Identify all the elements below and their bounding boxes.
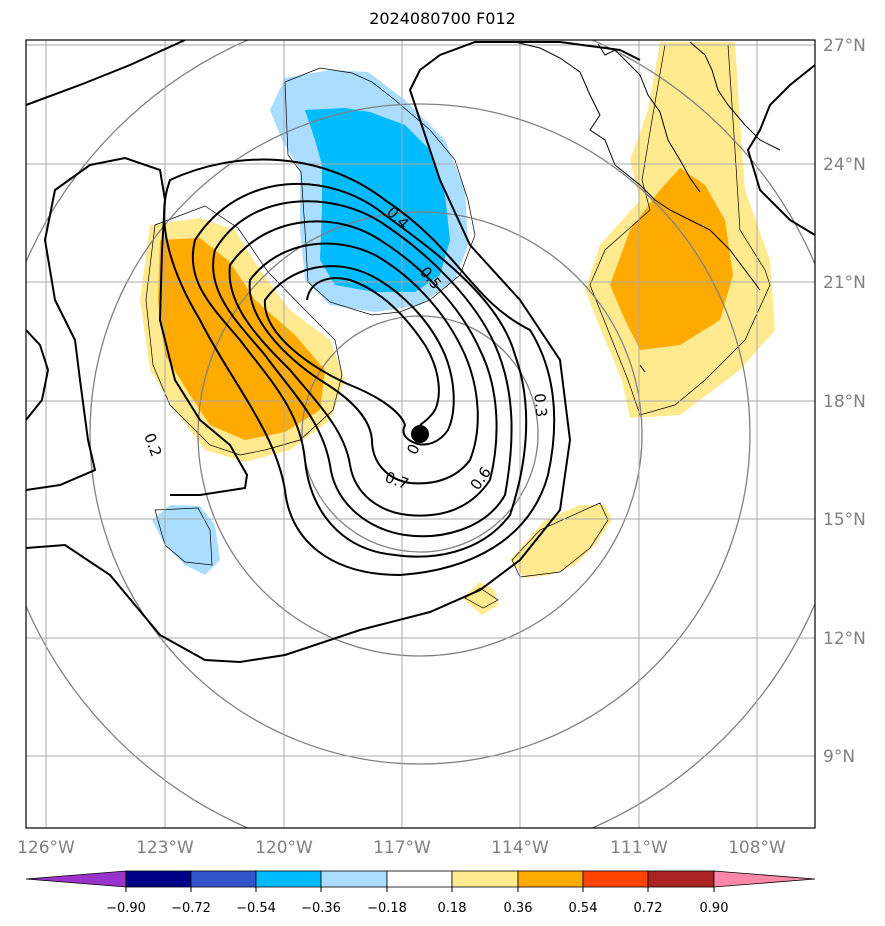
colorbar-tick-marks: [125, 887, 715, 892]
lon-label-117w: 117°W: [373, 838, 431, 858]
colorbar-segment-3: [255, 870, 322, 888]
colorbar-segment-1: [125, 870, 192, 888]
colorbar-label-6: 0.18: [438, 901, 467, 916]
colorbar-label-3: −0.54: [236, 901, 276, 916]
colorbar-segment-8: [582, 870, 649, 888]
plot-frame: [25, 39, 816, 829]
colorbar-label-7: 0.36: [504, 901, 533, 916]
lat-label-12n: 12°N: [823, 629, 866, 649]
lat-tick-labels: 27°N 24°N 21°N 18°N 15°N 12°N 9°N: [823, 36, 866, 767]
contour-label-0.2: 0.2: [140, 431, 165, 460]
colorbar-segment-4: [320, 870, 388, 888]
colorbar-label-10: 0.90: [700, 901, 729, 916]
storm-center-marker: [411, 425, 429, 443]
map-title: 2024080700 F012: [369, 9, 516, 28]
contour-label-0.7: 0.7: [383, 468, 412, 493]
colorbar-extend-right: [713, 870, 816, 888]
colorbar-extend-left: [25, 870, 127, 888]
positive-anomaly-south: [462, 505, 612, 615]
colorbar-segment-5: [386, 870, 453, 888]
colorbar-label-8: 0.54: [569, 901, 598, 916]
lon-label-114w: 114°W: [491, 838, 549, 858]
contour-label-0.3: 0.3: [530, 393, 550, 418]
colorbar-segment-6: [451, 870, 519, 888]
graticule: [26, 40, 815, 828]
negative-anomaly-southwest: [152, 505, 220, 575]
colorbar-segment-2: [190, 870, 257, 888]
colorbar-label-4: −0.36: [301, 901, 341, 916]
colorbar-tick-labels: −0.90 −0.72 −0.54 −0.36 −0.18 0.18 0.36 …: [106, 901, 728, 916]
colorbar-label-1: −0.90: [106, 901, 146, 916]
colorbar-segment-9: [647, 870, 715, 888]
lat-label-18n: 18°N: [823, 392, 866, 412]
contour-lines: [26, 40, 815, 664]
lat-label-24n: 24°N: [823, 155, 866, 175]
colorbar: [25, 870, 816, 888]
lat-label-9n: 9°N: [823, 747, 855, 767]
lon-label-126w: 126°W: [17, 838, 75, 858]
lon-label-120w: 120°W: [255, 838, 313, 858]
colorbar-segment-7: [517, 870, 584, 888]
lon-tick-labels: 126°W 123°W 120°W 117°W 114°W 111°W 108°…: [17, 838, 786, 858]
contour-label-0.6: 0.6: [466, 464, 494, 494]
colorbar-label-2: −0.72: [171, 901, 211, 916]
negative-anomaly-north: [270, 70, 468, 312]
colorbar-label-9: 0.72: [634, 901, 663, 916]
coastline: [514, 41, 781, 373]
lat-label-21n: 21°N: [823, 273, 866, 293]
lon-label-123w: 123°W: [136, 838, 194, 858]
lat-label-27n: 27°N: [823, 36, 866, 56]
colorbar-label-5: −0.18: [367, 901, 407, 916]
lat-label-15n: 15°N: [823, 510, 866, 530]
lon-label-108w: 108°W: [728, 838, 786, 858]
lon-label-111w: 111°W: [610, 838, 668, 858]
